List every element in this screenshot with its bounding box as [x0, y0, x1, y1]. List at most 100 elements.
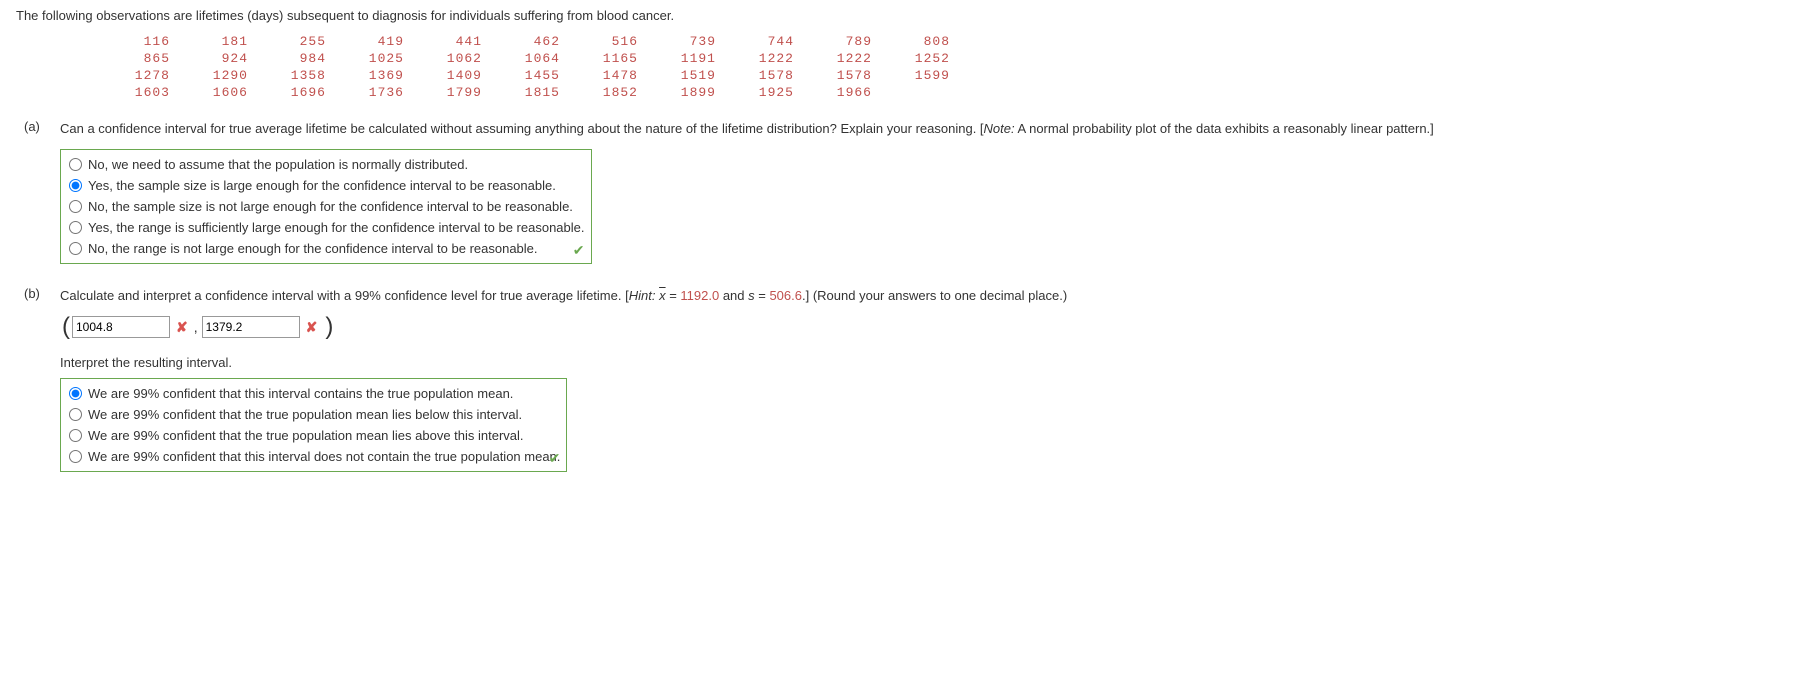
- data-cell: 865: [96, 50, 174, 67]
- data-cell: 1852: [564, 84, 642, 101]
- data-cell: 1064: [486, 50, 564, 67]
- choice-row: No, the range is not large enough for th…: [67, 238, 585, 259]
- check-icon: ✔: [549, 450, 561, 467]
- part-a-prompt-main: Can a confidence interval for true avera…: [60, 121, 984, 136]
- part-a-choices: No, we need to assume that the populatio…: [60, 149, 592, 264]
- data-cell: 1062: [408, 50, 486, 67]
- choice-radio[interactable]: [69, 450, 82, 463]
- data-cell: 1290: [174, 67, 252, 84]
- part-a-label: (a): [16, 119, 60, 264]
- choice-row: No, the sample size is not large enough …: [67, 196, 585, 217]
- hint-word: Hint:: [629, 288, 656, 303]
- data-row: 116181255419441462516739744789808: [96, 33, 1779, 50]
- data-cell: 1799: [408, 84, 486, 101]
- data-cell: 1025: [330, 50, 408, 67]
- data-cell: 1578: [798, 67, 876, 84]
- data-cell: 984: [252, 50, 330, 67]
- choice-row: No, we need to assume that the populatio…: [67, 154, 585, 175]
- data-cell: 808: [876, 33, 954, 50]
- data-cell: 1222: [720, 50, 798, 67]
- close-paren: ): [323, 313, 335, 341]
- choice-label: Yes, the sample size is large enough for…: [88, 178, 556, 193]
- data-cell: 181: [174, 33, 252, 50]
- data-cell: 1165: [564, 50, 642, 67]
- part-a-prompt: Can a confidence interval for true avera…: [60, 119, 1779, 139]
- check-icon: ✔: [573, 242, 585, 259]
- data-cell: 1966: [798, 84, 876, 101]
- data-cell: 1578: [720, 67, 798, 84]
- note-word: Note:: [984, 121, 1015, 136]
- choice-radio[interactable]: [69, 408, 82, 421]
- part-b-label: (b): [16, 286, 60, 473]
- choice-label: No, the range is not large enough for th…: [88, 241, 538, 256]
- hint-val2: 506.6: [769, 288, 802, 303]
- data-cell: 1358: [252, 67, 330, 84]
- choice-row: We are 99% confident that the true popul…: [67, 404, 560, 425]
- choice-radio[interactable]: [69, 242, 82, 255]
- data-cell: 1369: [330, 67, 408, 84]
- data-cell: 1191: [642, 50, 720, 67]
- choice-label: We are 99% confident that the true popul…: [88, 428, 524, 443]
- choice-row: Yes, the range is sufficiently large eno…: [67, 217, 585, 238]
- lower-bound-input[interactable]: [72, 316, 170, 338]
- choice-radio[interactable]: [69, 387, 82, 400]
- data-cell: 1599: [876, 67, 954, 84]
- choice-row: We are 99% confident that the true popul…: [67, 425, 560, 446]
- upper-bound-input[interactable]: [202, 316, 300, 338]
- choice-label: No, the sample size is not large enough …: [88, 199, 573, 214]
- x-icon: ✘: [306, 319, 318, 336]
- data-cell: 1736: [330, 84, 408, 101]
- data-cell: 516: [564, 33, 642, 50]
- choice-row: We are 99% confident that this interval …: [67, 383, 560, 404]
- data-cell: 1899: [642, 84, 720, 101]
- confidence-interval-answer: ( ✘ , ✘ ): [60, 313, 1779, 341]
- data-cell: 116: [96, 33, 174, 50]
- eq2: =: [755, 288, 770, 303]
- hint-val1: 1192.0: [680, 288, 719, 303]
- choice-label: We are 99% confident that this interval …: [88, 386, 513, 401]
- choice-radio[interactable]: [69, 200, 82, 213]
- part-b-choices: We are 99% confident that this interval …: [60, 378, 567, 472]
- data-cell: 1606: [174, 84, 252, 101]
- data-cell: 462: [486, 33, 564, 50]
- and-text: and: [719, 288, 748, 303]
- data-cell: 1222: [798, 50, 876, 67]
- intro-text: The following observations are lifetimes…: [16, 8, 1779, 23]
- eq1: =: [666, 288, 681, 303]
- choice-label: We are 99% confident that the true popul…: [88, 407, 522, 422]
- data-cell: 1925: [720, 84, 798, 101]
- open-paren: (: [60, 313, 72, 341]
- data-cell: 789: [798, 33, 876, 50]
- data-cell: 1815: [486, 84, 564, 101]
- data-cell: 1519: [642, 67, 720, 84]
- part-b-prompt: Calculate and interpret a confidence int…: [60, 286, 1779, 306]
- choice-label: No, we need to assume that the populatio…: [88, 157, 468, 172]
- part-b-prompt-pre: Calculate and interpret a confidence int…: [60, 288, 629, 303]
- choice-radio[interactable]: [69, 221, 82, 234]
- choice-label: We are 99% confident that this interval …: [88, 449, 560, 464]
- choice-radio[interactable]: [69, 158, 82, 171]
- choice-radio[interactable]: [69, 429, 82, 442]
- data-cell: 739: [642, 33, 720, 50]
- data-cell: 924: [174, 50, 252, 67]
- data-cell: [876, 84, 954, 101]
- comma: ,: [194, 319, 198, 335]
- data-cell: 744: [720, 33, 798, 50]
- data-cell: 1455: [486, 67, 564, 84]
- data-cell: 441: [408, 33, 486, 50]
- choice-row: We are 99% confident that this interval …: [67, 446, 560, 467]
- part-b-prompt-post: .] (Round your answers to one decimal pl…: [802, 288, 1067, 303]
- data-cell: 1278: [96, 67, 174, 84]
- data-row: 1603160616961736179918151852189919251966: [96, 84, 1779, 101]
- data-cell: 255: [252, 33, 330, 50]
- choice-label: Yes, the range is sufficiently large eno…: [88, 220, 585, 235]
- data-cell: 1478: [564, 67, 642, 84]
- choice-radio[interactable]: [69, 179, 82, 192]
- data-cell: 1409: [408, 67, 486, 84]
- data-cell: 419: [330, 33, 408, 50]
- data-row: 8659249841025106210641165119112221222125…: [96, 50, 1779, 67]
- interpret-label: Interpret the resulting interval.: [60, 355, 1779, 370]
- data-cell: 1603: [96, 84, 174, 101]
- data-table: 1161812554194414625167397447898088659249…: [96, 33, 1779, 101]
- x-icon: ✘: [176, 319, 188, 336]
